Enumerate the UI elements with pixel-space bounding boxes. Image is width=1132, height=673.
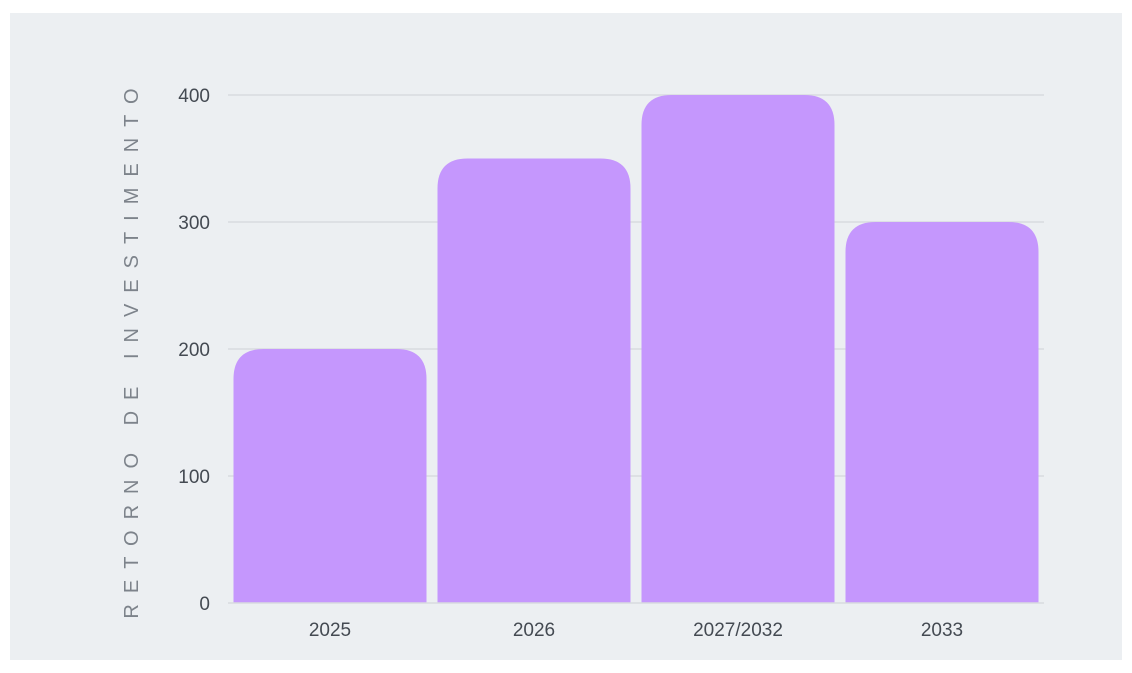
- bars: [233, 95, 1039, 603]
- y-tick-label: 200: [178, 340, 210, 361]
- x-tick-label: 2025: [309, 620, 351, 641]
- bar-2027-2032: [641, 95, 835, 603]
- x-tick-label: 2026: [513, 620, 555, 641]
- y-tick-label: 300: [178, 213, 210, 234]
- y-axis-title: RETORNO DE INVESTIMENTO: [121, 77, 143, 618]
- y-tick-label: 100: [178, 467, 210, 488]
- y-tick-labels: 0 100 200 300 400: [178, 86, 210, 615]
- x-tick-label: 2027/2032: [693, 620, 783, 641]
- bar-2033: [845, 222, 1039, 603]
- y-tick-label: 400: [178, 86, 210, 107]
- bar-chart: 0 100 200 300 400 2025 2026 2027/2032 2033 RETO…: [121, 77, 1044, 641]
- y-tick-label: 0: [199, 594, 210, 615]
- chart-panel: 0 100 200 300 400 2025 2026 2027/2032 2033 RETO…: [10, 13, 1122, 660]
- bar-2025: [233, 349, 427, 603]
- x-tick-label: 2033: [921, 620, 963, 641]
- x-tick-labels: 2025 2026 2027/2032 2033: [309, 620, 963, 641]
- bar-2026: [437, 158, 631, 603]
